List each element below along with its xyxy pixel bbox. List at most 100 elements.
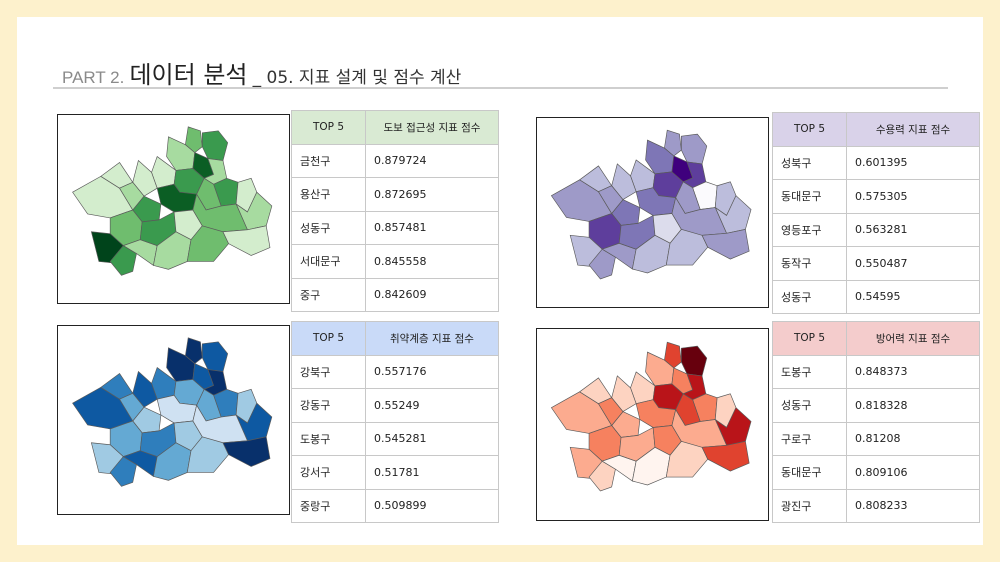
district-name: 강동구 — [291, 388, 366, 423]
district-region — [664, 341, 682, 369]
district-region — [119, 392, 145, 422]
district-region — [132, 159, 158, 197]
part-label: PART 2. — [62, 68, 125, 87]
table-row: 도봉구 0.848373 — [772, 354, 980, 389]
map-vulnerable — [57, 325, 290, 515]
seoul-choropleth-green — [72, 126, 273, 276]
score-value: 0.563281 — [846, 212, 980, 247]
score-value: 0.842609 — [365, 277, 499, 312]
table-row: 성동구 0.818328 — [772, 388, 980, 423]
page-title: PART 2. 데이터 분석 _ 05. 지표 설계 및 점수 계산 — [62, 55, 461, 90]
score-value: 0.81208 — [846, 421, 980, 456]
district-region — [611, 375, 637, 413]
table-row: 도봉구 0.545281 — [291, 421, 499, 456]
district-region — [588, 460, 616, 492]
score-value: 0.550487 — [846, 246, 980, 281]
section-subtitle: _ 05. 지표 설계 및 점수 계산 — [252, 68, 462, 88]
district-region — [222, 436, 271, 467]
title-divider — [53, 87, 948, 89]
map-capacity — [536, 117, 769, 308]
table-row: 중랑구 0.509899 — [291, 488, 499, 523]
table-vulnerable-top5: TOP 5 취약계층 지표 점수 강북구 0.557176 강동구 0.55249 도봉… — [291, 321, 499, 523]
table-row: 용산구 0.872695 — [291, 177, 499, 212]
table-row: 금천구 0.879724 — [291, 143, 499, 178]
district-name: 광진구 — [772, 488, 847, 523]
map-walk-accessibility — [57, 114, 290, 304]
score-value: 0.857481 — [365, 210, 499, 245]
table-row: 중구 0.842609 — [291, 277, 499, 312]
district-name: 구로구 — [772, 421, 847, 456]
district-region — [132, 370, 158, 408]
col-header-rank: TOP 5 — [772, 112, 847, 147]
score-value: 0.872695 — [365, 177, 499, 212]
table-row: 강서구 0.51781 — [291, 455, 499, 490]
district-region — [185, 126, 203, 154]
district-name: 동대문구 — [772, 179, 847, 214]
district-region — [681, 345, 708, 377]
table-defense-top5: TOP 5 방어력 지표 점수 도봉구 0.848373 성동구 0.818328 구로… — [772, 321, 980, 523]
col-header-score: 방어력 지표 점수 — [846, 321, 980, 356]
score-value: 0.845558 — [365, 244, 499, 279]
col-header-score: 수용력 지표 점수 — [846, 112, 980, 147]
seoul-choropleth-blue — [72, 337, 273, 487]
district-name: 성동구 — [291, 210, 366, 245]
score-value: 0.509899 — [365, 488, 499, 523]
col-header-score: 도보 접근성 지표 점수 — [365, 110, 499, 145]
table-row: 서대문구 0.845558 — [291, 244, 499, 279]
district-name: 도봉구 — [772, 354, 847, 389]
district-name: 강북구 — [291, 354, 366, 389]
score-value: 0.848373 — [846, 354, 980, 389]
table-row: 영등포구 0.563281 — [772, 212, 980, 247]
map-defense — [536, 328, 769, 521]
district-name: 중랑구 — [291, 488, 366, 523]
score-value: 0.601395 — [846, 145, 980, 180]
district-name: 금천구 — [291, 143, 366, 178]
table-row: 강동구 0.55249 — [291, 388, 499, 423]
table-row: 강북구 0.557176 — [291, 354, 499, 389]
score-value: 0.55249 — [365, 388, 499, 423]
score-value: 0.54595 — [846, 279, 980, 314]
table-row: 동대문구 0.575305 — [772, 179, 980, 214]
score-value: 0.818328 — [846, 388, 980, 423]
district-region — [109, 245, 137, 276]
district-name: 동대문구 — [772, 455, 847, 490]
district-name: 영등포구 — [772, 212, 847, 247]
district-region — [701, 440, 750, 472]
district-region — [185, 337, 203, 365]
score-value: 0.545281 — [365, 421, 499, 456]
seoul-choropleth-red — [550, 341, 752, 492]
district-region — [588, 248, 616, 280]
district-name: 강서구 — [291, 455, 366, 490]
district-name: 성북구 — [772, 145, 847, 180]
district-name: 서대문구 — [291, 244, 366, 279]
table-capacity-top5: TOP 5 수용력 지표 점수 성북구 0.601395 동대문구 0.575305 영… — [772, 112, 980, 314]
table-row: 성동구 0.54595 — [772, 279, 980, 314]
table-row: 성북구 0.601395 — [772, 145, 980, 180]
col-header-score: 취약계층 지표 점수 — [365, 321, 499, 356]
col-header-rank: TOP 5 — [291, 110, 366, 145]
col-header-rank: TOP 5 — [291, 321, 366, 356]
district-name: 동작구 — [772, 246, 847, 281]
district-region — [664, 129, 682, 157]
district-region — [109, 456, 137, 487]
district-region — [201, 341, 229, 372]
district-region — [201, 130, 229, 161]
score-value: 0.809106 — [846, 455, 980, 490]
table-row: 동작구 0.550487 — [772, 246, 980, 281]
table-walk-top5: TOP 5 도보 접근성 지표 점수 금천구 0.879724 용산구 0.87269… — [291, 110, 499, 312]
district-region — [597, 185, 624, 215]
score-value: 0.557176 — [365, 354, 499, 389]
district-name: 성동구 — [772, 388, 847, 423]
district-name: 중구 — [291, 277, 366, 312]
col-header-rank: TOP 5 — [772, 321, 847, 356]
table-row: 광진구 0.808233 — [772, 488, 980, 523]
district-region — [611, 163, 637, 201]
score-value: 0.808233 — [846, 488, 980, 523]
district-region — [597, 397, 624, 427]
score-value: 0.51781 — [365, 455, 499, 490]
table-row: 성동구 0.857481 — [291, 210, 499, 245]
table-row: 동대문구 0.809106 — [772, 455, 980, 490]
district-region — [681, 133, 708, 165]
district-name: 용산구 — [291, 177, 366, 212]
district-name: 도봉구 — [291, 421, 366, 456]
